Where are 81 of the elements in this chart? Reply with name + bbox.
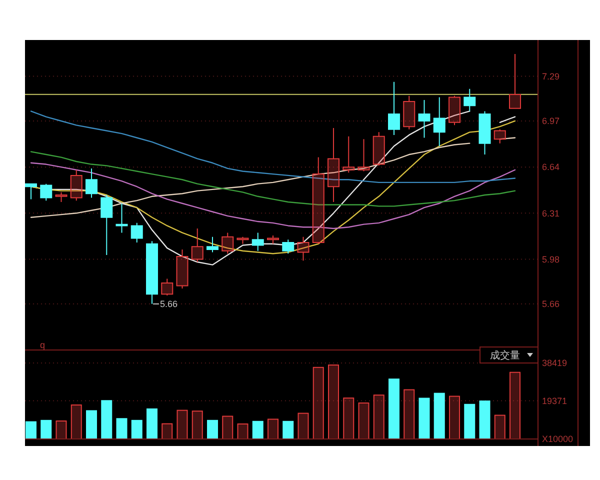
candlestick (252, 232, 264, 252)
bar (162, 423, 173, 440)
bar (494, 414, 506, 440)
candlestick (388, 81, 400, 136)
candlestick (25, 183, 37, 200)
y-tick-label: 38419 (542, 358, 568, 368)
candlestick (282, 239, 294, 254)
bar (298, 412, 309, 440)
candlestick (267, 234, 279, 244)
candlestick (176, 248, 188, 290)
bar (192, 410, 203, 440)
candlestick (403, 95, 416, 130)
bar (449, 396, 460, 440)
bar (70, 404, 82, 440)
candlestick (146, 240, 158, 304)
bar (116, 418, 128, 440)
bar (464, 404, 476, 440)
candlestick (358, 138, 370, 172)
bar (434, 392, 445, 440)
candlestick (206, 236, 218, 253)
line-series (30, 110, 516, 184)
candlestick (312, 156, 324, 244)
bar (101, 400, 112, 440)
bar (479, 400, 490, 440)
candlestick (70, 169, 82, 202)
candlestick (418, 100, 430, 138)
bar (510, 372, 520, 440)
bar (131, 420, 142, 440)
y-tick-label: 5.66 (542, 299, 560, 310)
bar (86, 410, 97, 440)
bar (358, 402, 370, 440)
annotation: q (40, 340, 46, 350)
y-tick-label: 6.97 (542, 116, 560, 126)
candlestick (433, 96, 446, 147)
bar (56, 420, 67, 440)
bar (26, 421, 36, 440)
candlestick (494, 128, 506, 144)
bar (282, 420, 294, 440)
bar (146, 408, 158, 440)
bar (222, 416, 234, 440)
bar (343, 398, 354, 440)
candlestick (464, 88, 476, 112)
line-series (30, 151, 516, 207)
bar (268, 418, 278, 440)
candlestick (40, 183, 52, 202)
candlestick (328, 127, 340, 202)
bar (328, 364, 339, 440)
candlestick (222, 232, 234, 254)
bar (207, 420, 218, 440)
candlestick (130, 222, 143, 243)
candlestick (448, 95, 460, 126)
candlestick (116, 202, 128, 234)
candlestick (161, 278, 174, 296)
bar (418, 398, 430, 440)
candlestick (236, 236, 249, 244)
y-tick-label: X10000 (542, 434, 574, 444)
candlestick (297, 236, 310, 262)
bar (373, 394, 384, 440)
chart-title: 成交量 (490, 350, 520, 362)
candlestick (100, 194, 113, 256)
bar (176, 410, 188, 440)
y-tick-label: 7.29 (542, 71, 560, 82)
candlestick (191, 228, 204, 263)
line-series (30, 162, 516, 230)
candlestick (478, 110, 491, 156)
candlestick (342, 136, 355, 174)
bar (252, 420, 264, 440)
bar (404, 389, 415, 440)
bar (388, 378, 400, 440)
y-tick-label: 6.64 (542, 162, 560, 172)
candlestick (55, 192, 68, 202)
bar (312, 366, 324, 440)
candlestick (509, 53, 521, 109)
bar (40, 420, 52, 440)
y-tick-label: 5.98 (542, 254, 560, 264)
bar (237, 423, 248, 440)
annotation: 5.66 (160, 299, 178, 310)
candlestick (372, 132, 385, 166)
candlestick (86, 168, 98, 198)
y-tick-label: 19371 (542, 396, 568, 406)
y-tick-label: 6.31 (542, 208, 560, 218)
